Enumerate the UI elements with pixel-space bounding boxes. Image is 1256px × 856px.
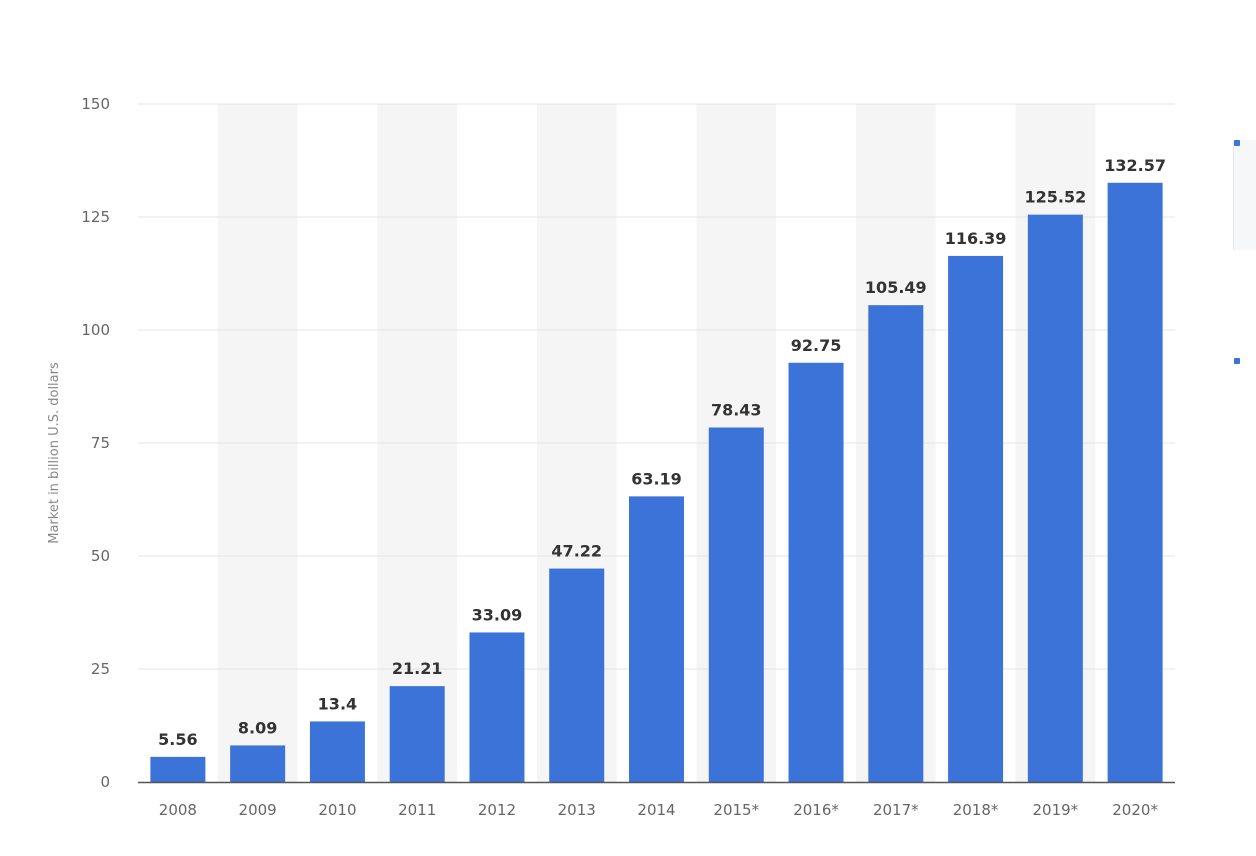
bar: [389, 686, 445, 782]
data-label: 116.39: [945, 229, 1007, 248]
x-tick-label: 2009: [239, 801, 277, 819]
y-tick-label: 0: [100, 773, 110, 791]
y-axis-label: Market in billion U.S. dollars: [47, 362, 62, 544]
x-tick-label: 2019*: [1033, 801, 1079, 819]
bar: [549, 568, 605, 782]
x-tick-label: 2015*: [713, 801, 759, 819]
x-tick-label: 2014: [637, 801, 675, 819]
side-panel-marker: [1234, 358, 1240, 364]
bar: [948, 255, 1004, 782]
x-tick-label: 2012: [478, 801, 516, 819]
data-label: 47.22: [551, 542, 602, 561]
data-label: 105.49: [865, 278, 927, 297]
data-label: 5.56: [158, 730, 197, 749]
data-labels: 5.56 8.09 13.4 21.21 33.09 47.22 63.19 78.43 92.…: [158, 156, 1166, 749]
bars: [150, 182, 1163, 783]
bar: [868, 305, 924, 782]
side-panel-marker: [1234, 140, 1240, 146]
bar: [150, 756, 206, 782]
bar: [1027, 214, 1083, 782]
bar: [230, 745, 286, 782]
x-tick-label: 2016*: [793, 801, 839, 819]
side-panel-edge: [1233, 140, 1256, 250]
bar: [629, 496, 684, 782]
x-tick-label: 2020*: [1112, 801, 1158, 819]
y-tick-label: 125: [81, 208, 110, 226]
data-label: 8.09: [238, 718, 277, 737]
data-label: 21.21: [392, 659, 443, 678]
data-label: 125.52: [1024, 188, 1086, 207]
y-tick-label: 75: [91, 434, 110, 452]
y-tick-label: 50: [91, 547, 110, 565]
x-axis-ticks: 2008 2009 2010 2011 2012 2013 2014 2015* 2016* 20…: [159, 801, 1159, 819]
data-label: 13.4: [318, 694, 357, 713]
bar-chart: 5.56 8.09 13.4 21.21 33.09 47.22 63.19 78.43 92.…: [47, 95, 1175, 819]
data-label: 132.57: [1104, 156, 1166, 175]
data-label: 33.09: [472, 605, 523, 624]
y-tick-label: 100: [81, 321, 110, 339]
bar: [309, 721, 365, 782]
x-tick-label: 2013: [558, 801, 596, 819]
x-tick-label: 2017*: [873, 801, 919, 819]
bar: [469, 632, 525, 782]
data-label: 63.19: [631, 469, 682, 488]
data-label: 78.43: [711, 400, 762, 419]
data-label: 92.75: [791, 336, 842, 355]
y-axis-ticks: 0 25 50 75 100 125 150: [81, 95, 110, 791]
bar: [788, 362, 844, 782]
x-tick-label: 2011: [398, 801, 436, 819]
bar: [708, 427, 764, 782]
y-tick-label: 150: [81, 95, 110, 113]
y-tick-label: 25: [91, 660, 110, 678]
x-tick-label: 2018*: [953, 801, 999, 819]
bar: [1107, 182, 1163, 783]
x-tick-label: 2010: [318, 801, 356, 819]
x-tick-label: 2008: [159, 801, 197, 819]
